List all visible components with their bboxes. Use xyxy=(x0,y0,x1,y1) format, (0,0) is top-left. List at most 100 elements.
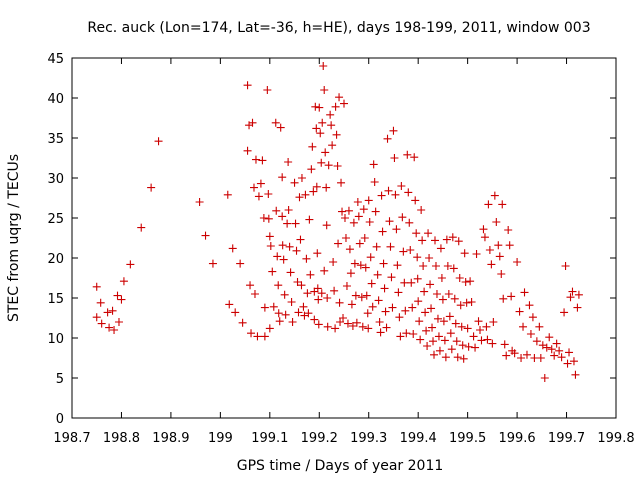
data-point xyxy=(366,253,375,262)
data-point xyxy=(522,350,531,359)
data-point xyxy=(395,313,404,322)
data-point xyxy=(313,284,322,293)
data-point xyxy=(251,155,260,164)
data-point xyxy=(441,353,450,362)
data-point xyxy=(400,278,409,287)
data-point xyxy=(260,332,269,341)
data-point xyxy=(434,332,443,341)
data-point xyxy=(308,142,317,151)
data-point xyxy=(409,330,418,338)
data-point xyxy=(528,313,537,322)
data-point xyxy=(540,374,549,382)
data-point xyxy=(225,300,234,309)
data-point xyxy=(407,278,416,287)
data-point xyxy=(423,342,432,350)
data-point xyxy=(326,110,335,119)
data-point xyxy=(442,235,451,244)
data-point xyxy=(294,308,303,317)
data-point xyxy=(278,212,287,221)
data-point xyxy=(260,303,269,312)
data-point xyxy=(384,186,393,195)
data-point xyxy=(479,225,488,234)
data-point xyxy=(360,234,369,242)
data-point xyxy=(482,322,491,331)
data-point xyxy=(247,329,256,338)
data-point xyxy=(394,288,403,297)
data-point xyxy=(280,290,289,299)
data-point xyxy=(406,246,415,254)
data-point xyxy=(507,292,516,301)
x-tick-label: 199.8 xyxy=(597,431,634,446)
data-point xyxy=(369,160,378,169)
data-point xyxy=(459,354,468,363)
data-point xyxy=(113,291,122,300)
data-point xyxy=(487,260,496,269)
data-point xyxy=(350,259,359,268)
data-point xyxy=(250,290,259,298)
data-point xyxy=(278,173,287,182)
data-point xyxy=(389,126,398,135)
data-point xyxy=(373,270,382,279)
data-point xyxy=(444,290,453,298)
data-point xyxy=(464,342,473,351)
data-point xyxy=(542,343,551,352)
data-point xyxy=(324,161,333,170)
data-point xyxy=(263,86,272,94)
data-point xyxy=(331,102,340,111)
data-point xyxy=(456,301,465,310)
data-point xyxy=(342,282,351,290)
data-point xyxy=(440,336,449,345)
data-point xyxy=(292,246,301,255)
x-tick-label: 199.6 xyxy=(498,431,535,446)
data-point xyxy=(419,262,428,270)
data-point xyxy=(557,353,566,362)
data-point xyxy=(126,260,135,269)
data-point xyxy=(331,324,340,333)
data-point xyxy=(417,206,426,214)
data-point xyxy=(502,351,511,360)
data-point xyxy=(284,158,293,166)
data-point xyxy=(439,317,448,326)
data-point xyxy=(375,318,384,326)
data-point xyxy=(452,337,461,346)
data-point xyxy=(103,308,112,317)
data-point xyxy=(201,231,210,240)
data-point xyxy=(223,190,232,199)
data-point xyxy=(363,309,372,318)
data-point xyxy=(266,242,275,250)
data-point xyxy=(362,291,371,300)
data-point xyxy=(269,302,278,311)
data-point xyxy=(271,118,280,127)
data-point xyxy=(388,303,397,312)
y-tick-label: 25 xyxy=(47,212,64,227)
data-point xyxy=(450,294,459,303)
data-point xyxy=(328,141,337,150)
x-tick-label: 198.9 xyxy=(152,431,189,446)
data-point xyxy=(566,293,575,302)
data-point xyxy=(484,200,493,209)
x-axis: 198.7 198.8 198.9 199 199.1 199.2 199.3 199.4 19… xyxy=(53,58,635,446)
data-point xyxy=(286,268,295,277)
data-point xyxy=(504,226,513,234)
data-point xyxy=(364,324,373,333)
data-point xyxy=(108,306,117,315)
x-axis-label: GPS time / Days of year 2011 xyxy=(237,458,444,474)
data-point xyxy=(411,196,420,205)
data-point xyxy=(317,289,326,298)
data-point xyxy=(254,192,263,201)
data-point xyxy=(413,274,422,283)
data-point xyxy=(274,281,283,290)
data-point xyxy=(297,174,306,182)
data-point xyxy=(483,335,492,344)
data-point xyxy=(307,165,316,174)
data-point xyxy=(380,284,389,293)
data-point xyxy=(264,214,273,223)
data-point xyxy=(385,217,394,226)
data-point xyxy=(552,339,561,348)
data-point xyxy=(317,158,326,167)
data-point xyxy=(460,249,469,258)
data-point xyxy=(437,274,446,282)
data-point xyxy=(443,262,452,270)
x-tick-label: 199.4 xyxy=(400,431,437,446)
data-point xyxy=(414,297,423,306)
